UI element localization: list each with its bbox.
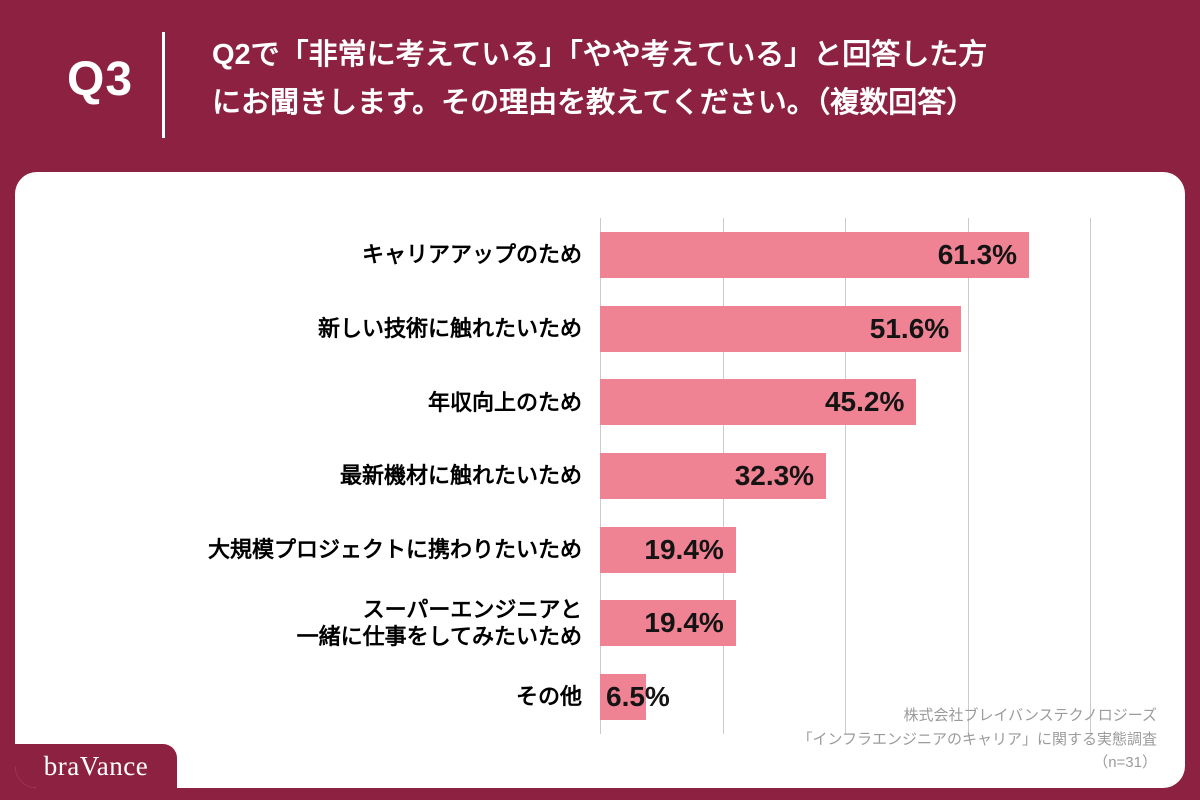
chart-card: キャリアアップのため 61.3% 新しい技術に触れたいため 51.6% 年収向上のため 4… [15, 172, 1185, 788]
bar: 61.3% [600, 231, 1030, 278]
question-number: Q3 [66, 53, 134, 106]
category-label: その他 [515, 684, 582, 710]
source-line-2: 「インフラエンジニアのキャリア」に関する実態調査 [797, 730, 1157, 748]
category-label: 大規模プロジェクトに携わりたいため [207, 536, 582, 562]
bar-area: 61.3% [600, 231, 1185, 278]
bar-area: 6.5% [600, 674, 1185, 721]
chart-row: スーパーエンジニアと 一緒に仕事をしてみたいため 19.4% [15, 587, 1185, 661]
chart-row: その他 6.5% [15, 660, 1185, 734]
category-label: 新しい技術に触れたいため [317, 315, 582, 341]
chart-row: 年収向上のため 45.2% [15, 365, 1185, 439]
bar: 19.4% [600, 600, 736, 647]
bravance-logo: braVance [15, 744, 177, 788]
bar-area: 19.4% [600, 526, 1185, 573]
source-line-3: （n=31） [1093, 753, 1157, 771]
bar-rows: キャリアアップのため 61.3% 新しい技術に触れたいため 51.6% 年収向上のため 4… [15, 218, 1185, 734]
value-label: 45.2% [824, 386, 905, 418]
bar: 19.4% [600, 526, 736, 573]
bar-area: 32.3% [600, 453, 1185, 500]
chart-row: 最新機材に触れたいため 32.3% [15, 439, 1185, 513]
bar-area: 51.6% [600, 305, 1185, 352]
value-label: 19.4% [644, 533, 724, 565]
category-label: 年収向上のため [427, 389, 582, 415]
chart-row: キャリアアップのため 61.3% [15, 218, 1185, 292]
header-divider [162, 32, 165, 138]
bar-area: 19.4% [600, 600, 1185, 647]
category-label: キャリアアップのため [361, 242, 582, 268]
value-label: 51.6% [869, 312, 950, 344]
chart-row: 新しい技術に触れたいため 51.6% [15, 292, 1185, 366]
bar: 32.3% [600, 453, 827, 500]
category-label: スーパーエンジニアと 一緒に仕事をしてみたいため [296, 596, 582, 650]
gridline [845, 218, 846, 734]
value-label: 19.4% [644, 607, 724, 639]
gridline [1090, 218, 1091, 734]
bar: 45.2% [600, 379, 917, 426]
value-label: 6.5% [606, 681, 670, 713]
value-label: 32.3% [734, 460, 815, 492]
value-label: 61.3% [937, 238, 1018, 270]
page-title: Q2で「非常に考えている」「やや考えている」と回答した方 にお聞きします。その理… [212, 32, 1180, 128]
gridline [967, 218, 969, 734]
logo-text: braVance [43, 750, 149, 781]
chart-row: 大規模プロジェクトに携わりたいため 19.4% [15, 513, 1185, 587]
header: Q3 Q2で「非常に考えている」「やや考えている」と回答した方 にお聞きします。… [0, 0, 1200, 172]
source-line-1: 株式会社ブレイバンステクノロジーズ [903, 707, 1157, 725]
bar: 51.6% [600, 305, 962, 352]
bar-area: 45.2% [600, 379, 1185, 426]
title-line-1: Q2で「非常に考えている」「やや考えている」と回答した方 [212, 39, 988, 71]
title-line-2: にお聞きします。その理由を教えてください。（複数回答） [212, 86, 976, 119]
bar-chart: キャリアアップのため 61.3% 新しい技術に触れたいため 51.6% 年収向上のため 4… [15, 218, 1185, 734]
source-note: 株式会社ブレイバンステクノロジーズ 「インフラエンジニアのキャリア」に関する実態… [797, 704, 1157, 774]
bar [600, 674, 646, 721]
category-label: 最新機材に触れたいため [339, 463, 582, 489]
